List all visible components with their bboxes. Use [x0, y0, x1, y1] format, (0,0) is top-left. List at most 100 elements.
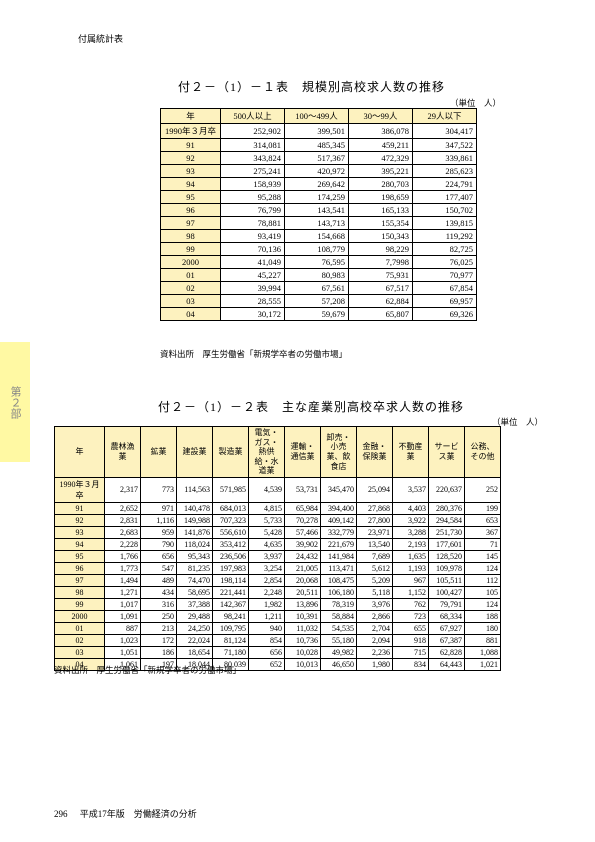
value-cell: 141,876	[177, 526, 213, 538]
value-cell: 762	[393, 598, 429, 610]
year-cell: 91	[55, 502, 105, 514]
value-cell: 149,988	[177, 514, 213, 526]
value-cell: 386,078	[349, 124, 413, 139]
year-cell: 2000	[55, 610, 105, 622]
value-cell: 124	[465, 598, 501, 610]
year-cell: 01	[161, 269, 221, 282]
table-row: 9893,419154,668150,343119,292	[161, 230, 477, 243]
value-cell: 69,326	[413, 308, 477, 321]
value-cell: 198,659	[349, 191, 413, 204]
value-cell: 221,679	[321, 538, 357, 550]
table2-col: 年	[55, 427, 105, 478]
value-cell: 154,668	[285, 230, 349, 243]
value-cell: 98,241	[213, 610, 249, 622]
year-cell: 97	[55, 574, 105, 586]
value-cell: 304,417	[413, 124, 477, 139]
value-cell: 347,522	[413, 139, 477, 152]
value-cell: 20,511	[285, 586, 321, 598]
table1-col: 500人以上	[221, 109, 285, 124]
value-cell: 71	[465, 538, 501, 550]
value-cell: 55,180	[321, 634, 357, 646]
table2-col: 不動産業	[393, 427, 429, 478]
value-cell: 280,703	[349, 178, 413, 191]
table-row: 93275,241420,972395,221285,623	[161, 165, 477, 178]
value-cell: 1,773	[105, 562, 141, 574]
value-cell: 177,601	[429, 538, 465, 550]
value-cell: 2,228	[105, 538, 141, 550]
value-cell: 367	[465, 526, 501, 538]
value-cell: 3,288	[393, 526, 429, 538]
table-row: 961,77354781,235197,9833,25421,005113,47…	[55, 562, 501, 574]
table-row: 932,683959141,876556,6105,42857,466332,7…	[55, 526, 501, 538]
value-cell: 252	[465, 477, 501, 502]
value-cell: 887	[105, 622, 141, 634]
year-cell: 92	[161, 152, 221, 165]
value-cell: 1,193	[393, 562, 429, 574]
value-cell: 22,024	[177, 634, 213, 646]
value-cell: 252,902	[221, 124, 285, 139]
table-row: 94158,939269,642280,703224,791	[161, 178, 477, 191]
value-cell: 332,779	[321, 526, 357, 538]
table2-col: 金融・保険業	[357, 427, 393, 478]
value-cell: 1,023	[105, 634, 141, 646]
value-cell: 3,976	[357, 598, 393, 610]
value-cell: 7,689	[357, 550, 393, 562]
year-cell: 99	[55, 598, 105, 610]
table1-col: 29人以下	[413, 109, 477, 124]
value-cell: 7,7998	[349, 256, 413, 269]
table-row: 922,8311,116149,988707,3235,73370,278409…	[55, 514, 501, 526]
value-cell: 65,984	[285, 502, 321, 514]
value-cell: 5,209	[357, 574, 393, 586]
value-cell: 1,021	[465, 658, 501, 670]
value-cell: 251,730	[429, 526, 465, 538]
value-cell: 105	[465, 586, 501, 598]
year-cell: 92	[55, 514, 105, 526]
value-cell: 53,731	[285, 477, 321, 502]
value-cell: 343,824	[221, 152, 285, 165]
table1: 年500人以上100～499人30～99人29人以下 1990年３月卒252,9…	[160, 108, 477, 321]
value-cell: 4,403	[393, 502, 429, 514]
year-cell: 95	[55, 550, 105, 562]
value-cell: 67,517	[349, 282, 413, 295]
value-cell: 1,152	[393, 586, 429, 598]
value-cell: 715	[393, 646, 429, 658]
value-cell: 13,540	[357, 538, 393, 550]
table-row: 0328,55557,20862,88469,957	[161, 295, 477, 308]
value-cell: 165,133	[349, 204, 413, 217]
value-cell: 21,005	[285, 562, 321, 574]
table-row: 0188721324,250109,79594011,03254,5352,70…	[55, 622, 501, 634]
value-cell: 653	[465, 514, 501, 526]
value-cell: 790	[141, 538, 177, 550]
value-cell: 5,118	[357, 586, 393, 598]
table-row: 92343,824517,367472,329339,861	[161, 152, 477, 165]
value-cell: 940	[249, 622, 285, 634]
value-cell: 656	[141, 550, 177, 562]
value-cell: 489	[141, 574, 177, 586]
section-tab-label: 第２部	[7, 386, 23, 419]
value-cell: 139,815	[413, 217, 477, 230]
table-row: 91314,081485,345459,211347,522	[161, 139, 477, 152]
value-cell: 10,391	[285, 610, 321, 622]
value-cell: 213	[141, 622, 177, 634]
value-cell: 68,334	[429, 610, 465, 622]
value-cell: 30,172	[221, 308, 285, 321]
value-cell: 79,791	[429, 598, 465, 610]
table-row: 942,228790118,024353,4124,63539,902221,6…	[55, 538, 501, 550]
value-cell: 285,623	[413, 165, 477, 178]
value-cell: 1,766	[105, 550, 141, 562]
value-cell: 472,329	[349, 152, 413, 165]
value-cell: 4,815	[249, 502, 285, 514]
table-row: 9778,881143,713155,354139,815	[161, 217, 477, 230]
table2-col: 鉱業	[141, 427, 177, 478]
value-cell: 142,367	[213, 598, 249, 610]
value-cell: 76,799	[221, 204, 285, 217]
table-row: 912,652971140,478684,0134,81565,984394,4…	[55, 502, 501, 514]
value-cell: 2,317	[105, 477, 141, 502]
year-cell: 03	[55, 646, 105, 658]
table-row: 981,27143458,695221,4412,24820,511106,18…	[55, 586, 501, 598]
value-cell: 18,654	[177, 646, 213, 658]
table-row: 9676,799143,541165,133150,702	[161, 204, 477, 217]
value-cell: 143,713	[285, 217, 349, 230]
year-cell: 96	[55, 562, 105, 574]
value-cell: 186	[141, 646, 177, 658]
